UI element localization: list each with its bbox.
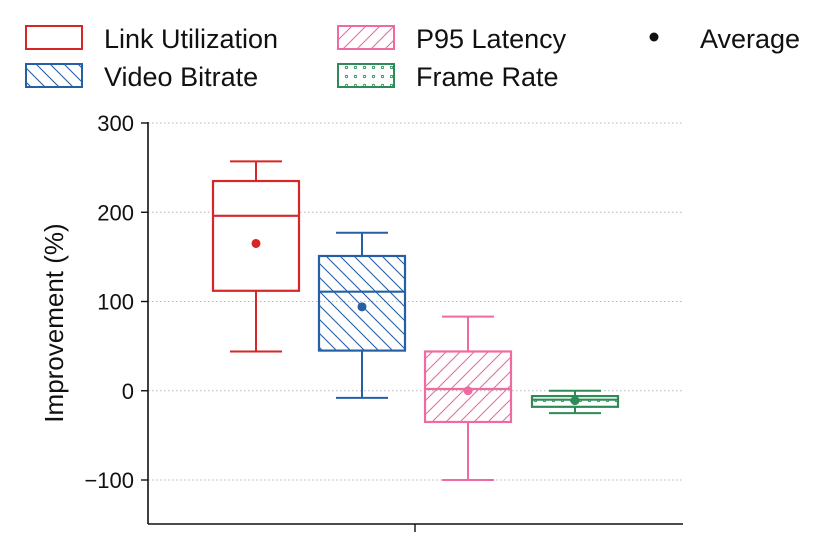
legend-item-link-utilization: Link Utilization [25, 24, 278, 54]
legend-label-p95-latency: P95 Latency [416, 24, 567, 54]
mean-marker-3 [570, 396, 580, 406]
legend: Link Utilization Video Bitrate P95 Laten… [25, 24, 800, 92]
grid [148, 122, 683, 481]
y-tick-label-3: 200 [97, 200, 134, 225]
legend-label-average: Average [700, 24, 800, 54]
legend-item-p95-latency: P95 Latency [337, 24, 567, 54]
mean-marker-2 [463, 386, 473, 396]
box-1 [317, 231, 407, 399]
box-0 [211, 160, 301, 353]
y-tick-label-2: 100 [97, 290, 134, 315]
mean-marker-0 [251, 238, 261, 248]
mean-marker-1 [357, 302, 367, 312]
legend-swatch-p95-latency [337, 25, 395, 50]
legend-label-video-bitrate: Video Bitrate [104, 62, 258, 92]
legend-item-frame-rate: Frame Rate [337, 62, 559, 92]
y-axis-label: Improvement (%) [39, 223, 69, 422]
y-tick-label-0: −100 [84, 468, 134, 493]
legend-label-frame-rate: Frame Rate [416, 62, 559, 92]
box-3 [530, 389, 620, 415]
legend-item-video-bitrate: Video Bitrate [25, 62, 258, 92]
y-tick-label-4: 300 [97, 111, 134, 136]
legend-swatch-link-utilization [25, 25, 83, 50]
legend-label-link-utilization: Link Utilization [104, 24, 278, 54]
legend-marker-average [649, 32, 659, 42]
legend-swatch-frame-rate [337, 63, 395, 88]
y-tick-label-1: 0 [122, 379, 134, 404]
iqr-box-0 [211, 179, 301, 292]
boxes [211, 160, 620, 481]
box-2 [423, 315, 513, 481]
legend-swatch-video-bitrate [25, 63, 83, 88]
axes: −100 0 100 200 300 [84, 111, 683, 532]
legend-item-average: Average [649, 24, 800, 54]
